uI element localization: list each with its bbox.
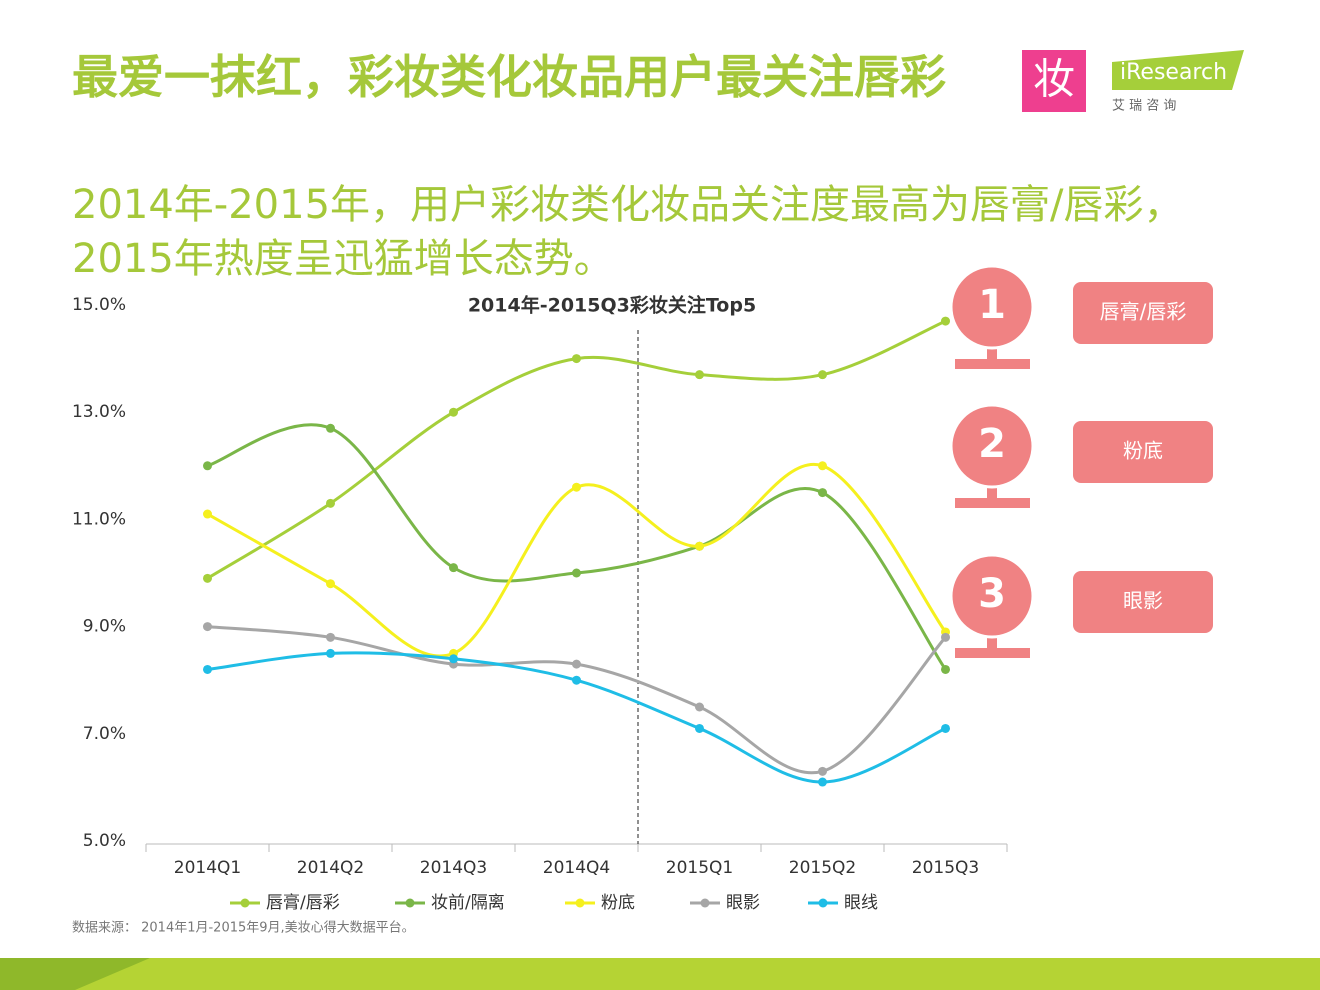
point [449,563,458,573]
point [203,509,212,519]
point [695,370,704,380]
logo-shape [1112,50,1244,90]
rank-label: 唇膏/唇彩 [1100,300,1187,324]
x-tick-label: 2014Q3 [420,858,487,878]
point [572,659,581,669]
badge-stand [987,347,997,361]
point [572,568,581,578]
x-tick-label: 2014Q4 [543,858,610,878]
point [818,766,827,776]
legend-dot [818,898,828,908]
title: 最爱一抹红，彩妆类化妆品用户最关注唇彩 [72,50,946,104]
rank-box [1073,421,1213,483]
legend-dot [405,898,415,908]
legend-label: 眼线 [844,893,878,913]
point [203,461,212,471]
point [326,632,335,642]
y-tick-label: 9.0% [83,617,126,637]
point [695,723,704,733]
subtitle: 2014年-2015年，用户彩妆类化妆品关注度最高为唇膏/唇彩，2015年热度呈… [72,182,1184,282]
point [572,482,581,492]
x-tick-label: 2015Q2 [789,858,856,878]
point [326,648,335,658]
point [326,579,335,589]
point [818,777,827,787]
badge-number: 3 [978,571,1006,617]
point [203,573,212,583]
point [695,541,704,551]
point [203,664,212,674]
legend-label: 唇膏/唇彩 [266,892,340,913]
badge-number: 1 [978,282,1006,328]
footer-accent [0,958,150,990]
point [203,622,212,632]
y-tick-label: 13.0% [72,402,126,422]
series-line [206,462,947,658]
logo-brand-cn: 艾 瑞 咨 询 [1112,99,1176,114]
point [818,488,827,498]
badge-number: 2 [978,421,1006,467]
point [572,675,581,685]
rank-box [1073,282,1213,344]
point [941,316,950,326]
y-tick-label: 7.0% [83,724,126,744]
point [326,423,335,433]
point [695,702,704,712]
legend-label: 妆前/隔离 [431,893,505,913]
badge-base [955,359,1030,369]
point [449,654,458,664]
y-tick-label: 5.0% [83,831,126,851]
rank-label: 粉底 [1123,439,1163,463]
point [572,354,581,364]
legend-label: 粉底 [601,893,635,913]
point [449,407,458,417]
logo-mark: 妆 [1033,55,1075,104]
series-line [207,423,947,671]
series-line [207,625,947,775]
point [818,370,827,380]
badge-stand [987,486,997,500]
logo-box [1022,50,1086,112]
legend-dot [240,898,250,908]
source: 数据来源： 2014年1月-2015年9月,美妆心得大数据平台。 [72,920,415,936]
point [941,664,950,674]
series-line [207,651,947,784]
x-tick-label: 2014Q1 [174,858,241,878]
point [326,498,335,508]
y-tick-label: 11.0% [72,509,126,529]
legend-label: 眼影 [726,893,760,913]
badge [949,264,1035,350]
y-tick-label: 15.0% [72,295,126,315]
x-tick-label: 2015Q3 [912,858,979,878]
footer-band [0,958,1320,990]
point [818,461,827,471]
legend-dot [700,898,710,908]
chart-title: 2014年-2015Q3彩妆关注Top5 [468,294,756,317]
rank-box [1073,571,1213,633]
logo-brand: iResearch [1120,60,1227,85]
badge [949,553,1035,639]
badge [949,403,1035,489]
x-tick-label: 2015Q1 [666,858,733,878]
badge-base [955,498,1030,508]
x-tick-label: 2014Q2 [297,858,364,878]
badge-base [955,648,1030,658]
badge-stand [987,636,997,650]
legend-dot [575,898,585,908]
point [941,632,950,642]
point [941,723,950,733]
rank-label: 眼影 [1123,589,1163,613]
